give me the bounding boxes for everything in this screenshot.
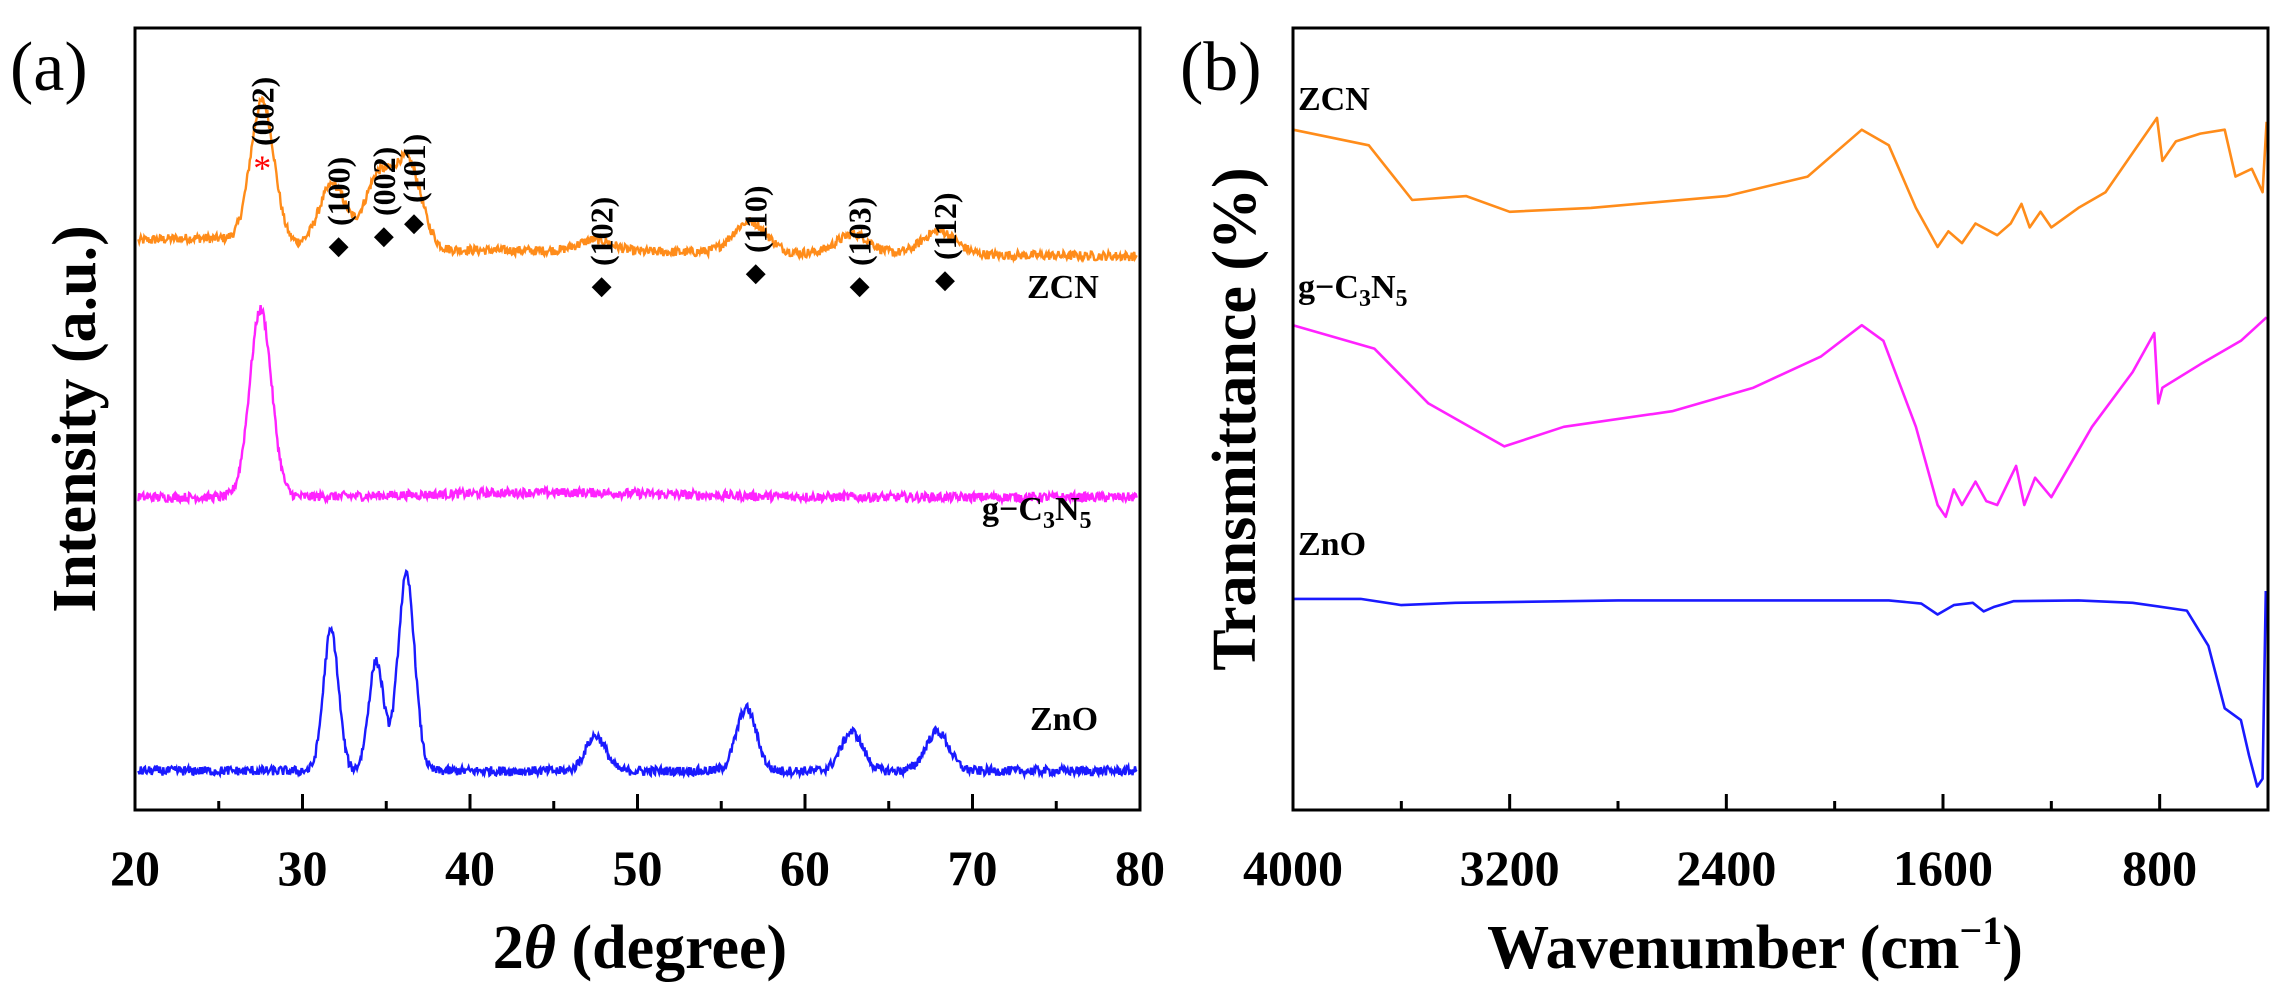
xrd-peak-annotations: *(002)◆(100)◆(002)◆(101)◆(102)◆(110)◆(10… [244, 77, 963, 300]
xrd-label-zno: ZnO [1030, 701, 1098, 738]
ftir-x-tick-label-4: 800 [2122, 840, 2197, 896]
ftir-y-axis-title: Transmittance (%) [1201, 167, 1269, 670]
xrd-peak-label-6: (103) [842, 197, 878, 266]
xrd-peak-marker-2: ◆ [374, 221, 394, 250]
xrd-series-zcn [137, 95, 1138, 264]
ftir-label-zno-part-0: ZnO [1298, 526, 1366, 563]
xrd-peak-label-3: (101) [396, 134, 432, 203]
xrd-peak-label-7: (112) [927, 192, 963, 260]
ftir-series-zno [1293, 590, 2268, 788]
ftir-series-g-c3n5 [1292, 316, 2268, 519]
xrd-x-axis-title-suffix: (degree) [556, 914, 787, 982]
panel-label-b: (b) [1180, 29, 1262, 106]
xrd-peak-label-4: (102) [584, 197, 620, 266]
ftir-label-g-c3n5-part-3: 5 [1396, 286, 1408, 312]
xrd-label-zno-part-0: ZnO [1030, 701, 1098, 738]
panel-label-a: (a) [10, 29, 88, 106]
xrd-x-ticks: 20 30 40 50 60 70 80 [110, 794, 1165, 896]
ftir-x-tick-label-3: 1600 [1893, 840, 1993, 896]
ftir-label-g-c3n5-part-2: N [1371, 269, 1396, 306]
xrd-peak-marker-5: ◆ [746, 258, 766, 287]
xrd-series-group [137, 95, 1138, 781]
xrd-series-labels: ZCN g−C3N5 ZnO [982, 269, 1099, 738]
xrd-series-g-c3n5 [137, 304, 1138, 507]
ftir-x-tick-label-1: 3200 [1460, 840, 1560, 896]
xrd-label-zcn: ZCN [1027, 269, 1099, 306]
ftir-series-group [1292, 116, 2268, 788]
xrd-x-tick-label-0: 20 [110, 840, 160, 896]
xrd-label-g-c3n5-part-2: N [1055, 491, 1080, 528]
ftir-label-zno: ZnO [1298, 526, 1366, 563]
ftir-plot-frame [1291, 26, 2270, 812]
ftir-x-axis-title-main: Wavenumber (cm [1487, 914, 1959, 982]
xrd-y-axis-title: Intensity (a.u.) [41, 225, 109, 613]
xrd-x-axis-title-prefix: 2 [493, 914, 524, 982]
xrd-plot-frame [133, 26, 1142, 812]
xrd-peak-marker-0: * [253, 148, 271, 188]
ftir-series-labels: ZCN g−C3N5 ZnO [1298, 81, 1408, 563]
xrd-x-tick-label-6: 80 [1115, 840, 1165, 896]
xrd-peak-marker-1: ◆ [329, 231, 349, 260]
xrd-peak-marker-6: ◆ [850, 271, 870, 300]
xrd-peak-label-5: (110) [738, 185, 774, 253]
xrd-peak-marker-4: ◆ [592, 271, 612, 300]
xrd-x-tick-label-1: 30 [278, 840, 328, 896]
xrd-x-axis-title: 2θ (degree) [493, 914, 787, 982]
ftir-label-g-c3n5-part-0: g−C [1298, 269, 1359, 306]
ftir-label-zcn-part-0: ZCN [1298, 81, 1370, 118]
xrd-peak-label-0: (002) [244, 77, 280, 146]
xrd-label-g-c3n5-part-0: g−C [982, 491, 1043, 528]
panel-b-ftir: (b) ZCN g−C3N5 ZnO 4000 3200 2400 1600 800 Tra… [1180, 26, 2270, 982]
xrd-x-tick-label-4: 60 [780, 840, 830, 896]
xrd-x-tick-label-3: 50 [613, 840, 663, 896]
xrd-x-tick-label-5: 70 [948, 840, 998, 896]
ftir-label-g-c3n5-part-1: 3 [1359, 286, 1371, 312]
xrd-x-axis-title-theta: θ [524, 914, 556, 982]
ftir-label-zcn: ZCN [1298, 81, 1370, 118]
xrd-label-g-c3n5-part-3: 5 [1080, 508, 1092, 534]
ftir-label-g-c3n5: g−C3N5 [1298, 269, 1408, 312]
xrd-label-g-c3n5-part-1: 3 [1043, 508, 1055, 534]
ftir-x-tick-label-0: 4000 [1243, 840, 1343, 896]
ftir-x-tick-label-2: 2400 [1676, 840, 1776, 896]
xrd-series-zno [137, 568, 1138, 781]
panel-a-xrd: (a) *(002)◆(100)◆(002)◆(101)◆(102)◆(110)… [10, 26, 1165, 982]
xrd-label-g-c3n5: g−C3N5 [982, 491, 1092, 534]
xrd-peak-marker-3: ◆ [404, 208, 424, 237]
xrd-peak-label-2: (002) [366, 147, 402, 216]
ftir-x-axis-title: Wavenumber (cm−1) [1487, 908, 2023, 982]
xrd-x-tick-label-2: 40 [445, 840, 495, 896]
xrd-peak-marker-7: ◆ [935, 265, 955, 294]
ftir-series-zcn [1292, 116, 2268, 249]
ftir-x-ticks: 4000 3200 2400 1600 800 [1243, 794, 2270, 896]
ftir-x-axis-title-sup: −1 [1959, 908, 2002, 953]
xrd-label-zcn-part-0: ZCN [1027, 269, 1099, 306]
ftir-x-axis-title-close: ) [2002, 914, 2023, 982]
xrd-peak-label-1: (100) [321, 157, 357, 226]
